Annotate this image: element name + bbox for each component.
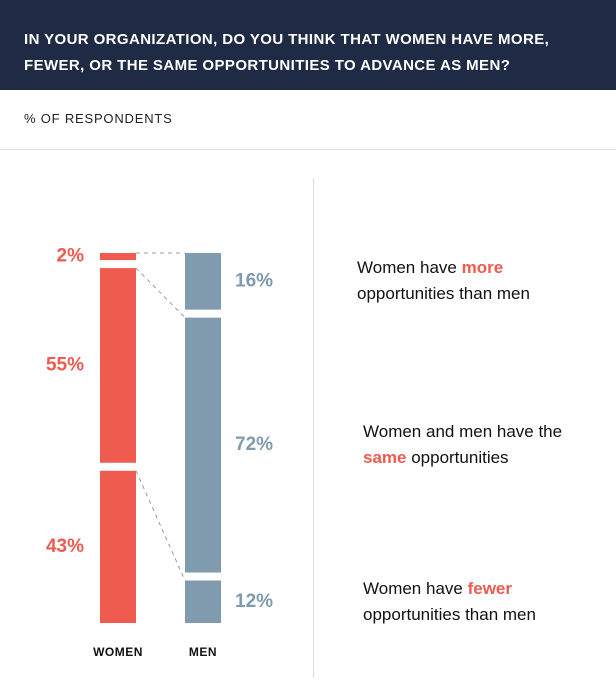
- legend-text: Women have: [363, 578, 468, 598]
- legend-text: Women have: [357, 258, 462, 278]
- legend-text: Women and men have the: [363, 422, 563, 442]
- bar-segment: [185, 317, 221, 573]
- bar-segment: [100, 470, 136, 623]
- legend-emphasis: same: [363, 448, 407, 468]
- legend-text: opportunities: [406, 448, 509, 468]
- bar-segment: [100, 268, 136, 463]
- chart-subtitle: % OF RESPONDENTS: [0, 90, 616, 150]
- value-label: 12%: [235, 591, 273, 612]
- value-label: 43%: [46, 536, 84, 557]
- category-label: WOMEN: [93, 645, 143, 659]
- legend-text: opportunities than men: [357, 284, 530, 304]
- chart-title: IN YOUR ORGANIZATION, DO YOU THINK THAT …: [0, 0, 616, 90]
- bar-segment: [185, 253, 221, 310]
- legend-item: Women have fewer opportunities than men: [363, 576, 563, 628]
- bar-segment: [185, 580, 221, 623]
- bar-segment: [100, 253, 136, 261]
- legend-item: Women have more opportunities than men: [357, 255, 557, 307]
- value-label: 72%: [235, 434, 273, 455]
- value-label: 2%: [57, 246, 85, 267]
- legend-emphasis: fewer: [467, 578, 512, 598]
- connector: [135, 470, 186, 581]
- legend-text: opportunities than men: [363, 604, 536, 624]
- legend-emphasis: more: [461, 258, 504, 278]
- connector: [135, 267, 186, 318]
- value-label: 55%: [46, 354, 84, 375]
- divider: [313, 178, 314, 678]
- category-label: MEN: [189, 645, 217, 659]
- value-label: 16%: [235, 270, 273, 291]
- legend-item: Women and men have the same opportunitie…: [363, 419, 578, 471]
